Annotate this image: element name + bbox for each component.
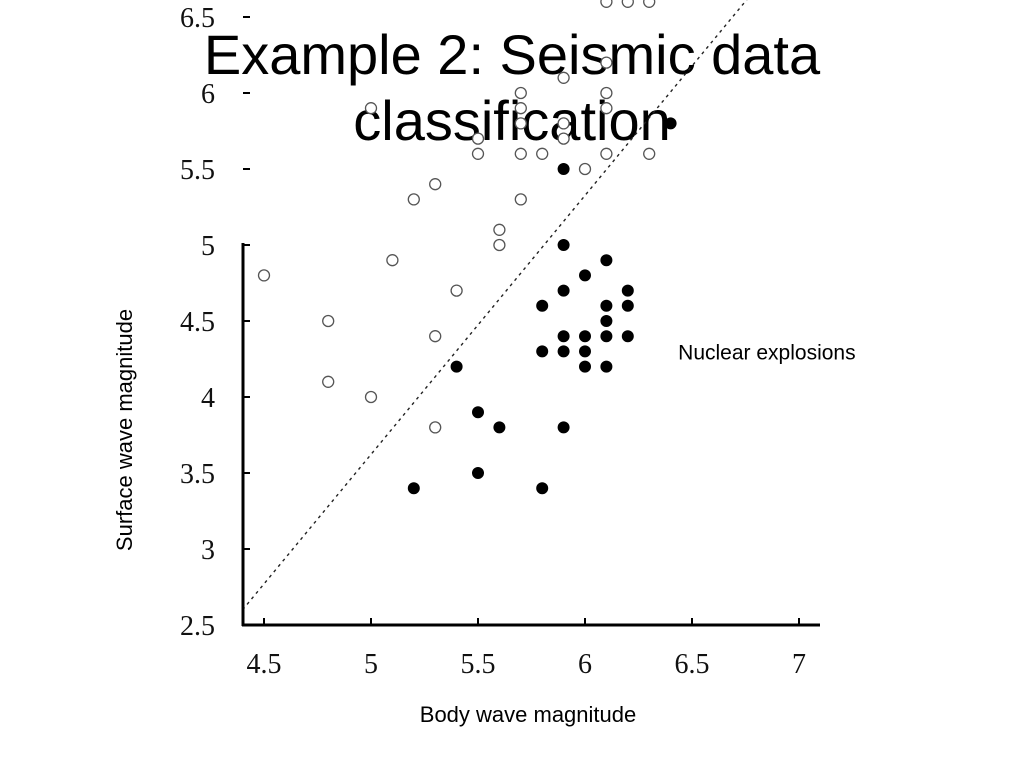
point-earthquake (322, 314, 335, 328)
y-tick-label: 4.5 (180, 307, 215, 338)
point-nuclear-explosion (621, 284, 634, 297)
x-tick-label: 6.5 (675, 649, 710, 680)
point-earthquake (514, 86, 527, 100)
point-earthquake (600, 102, 613, 115)
y-tick-label: 2.5 (180, 611, 215, 642)
y-tick-label: 3 (201, 535, 215, 566)
y-tick-label: 4 (201, 383, 215, 414)
x-tick-label: 5 (364, 649, 378, 680)
slide-title-line-1: Example 2: Seismic data (203, 23, 821, 86)
point-earthquake (514, 193, 527, 206)
slide-title: Example 2: Seismic data classification (0, 22, 1024, 154)
point-earthquake (429, 421, 442, 434)
point-earthquake (514, 102, 527, 115)
point-nuclear-explosion (600, 299, 613, 312)
point-earthquake (407, 193, 420, 206)
point-earthquake (514, 147, 527, 160)
point-earthquake (557, 71, 570, 84)
point-earthquake (471, 132, 485, 145)
point-nuclear-explosion (579, 345, 591, 358)
y-tick-label: 5.5 (180, 155, 215, 186)
y-tick-label: 5 (201, 231, 215, 262)
point-earthquake (450, 284, 463, 297)
annotation-nuclear-explosions: Nuclear explosions (678, 341, 855, 364)
point-nuclear-explosion (557, 421, 570, 434)
x-axis-title: Body wave magnitude (420, 702, 636, 727)
point-nuclear-explosion (450, 360, 463, 373)
point-earthquake (257, 269, 271, 282)
point-nuclear-explosion (472, 467, 484, 479)
point-earthquake (493, 238, 506, 252)
point-nuclear-explosion (557, 345, 570, 358)
point-nuclear-explosion (493, 421, 506, 434)
point-earthquake (600, 86, 613, 100)
point-nuclear-explosion (600, 330, 613, 343)
point-earthquake (621, 0, 634, 8)
point-earthquake (643, 0, 656, 8)
x-tick-label: 5.5 (461, 649, 496, 680)
point-nuclear-explosion (600, 315, 613, 327)
point-nuclear-explosion (664, 117, 677, 130)
point-nuclear-explosion (579, 360, 591, 373)
y-tick-label: 3.5 (180, 459, 215, 490)
point-earthquake (643, 147, 656, 160)
point-earthquake (493, 223, 506, 236)
point-nuclear-explosion (621, 299, 634, 312)
point-earthquake (600, 147, 613, 160)
point-earthquake (514, 117, 527, 130)
x-tick-label: 4.5 (247, 649, 282, 680)
slide-title-line-2: classification (353, 89, 671, 152)
point-nuclear-explosion (536, 482, 549, 495)
point-earthquake (557, 132, 570, 145)
point-nuclear-explosion (579, 269, 591, 282)
point-earthquake (429, 178, 442, 191)
x-tick-label: 7 (792, 649, 806, 680)
point-nuclear-explosion (600, 360, 613, 373)
point-nuclear-explosion (472, 406, 484, 419)
point-earthquake (600, 0, 613, 8)
point-earthquake (600, 56, 613, 69)
point-nuclear-explosion (557, 330, 570, 343)
point-nuclear-explosion (621, 330, 634, 343)
point-earthquake (557, 117, 570, 130)
point-earthquake (429, 330, 442, 343)
point-nuclear-explosion (407, 482, 420, 495)
x-tick-label: 6 (578, 649, 592, 680)
point-nuclear-explosion (557, 239, 570, 251)
decision-boundary-line (242, 0, 748, 611)
point-earthquake (536, 147, 549, 160)
point-nuclear-explosion (557, 163, 570, 175)
point-nuclear-explosion (557, 284, 570, 297)
point-nuclear-explosion (600, 254, 613, 267)
y-tick-label: 6.5 (180, 3, 215, 34)
point-earthquake (578, 162, 592, 176)
y-tick-label: 6 (201, 79, 215, 110)
point-nuclear-explosion (536, 299, 549, 312)
point-earthquake (364, 390, 378, 404)
point-earthquake (471, 147, 485, 160)
point-earthquake (322, 375, 335, 388)
point-nuclear-explosion (536, 345, 549, 358)
point-earthquake (364, 102, 378, 115)
point-nuclear-explosion (579, 330, 591, 343)
y-axis-title: Surface wave magnitude (112, 309, 137, 551)
point-earthquake (386, 254, 399, 267)
